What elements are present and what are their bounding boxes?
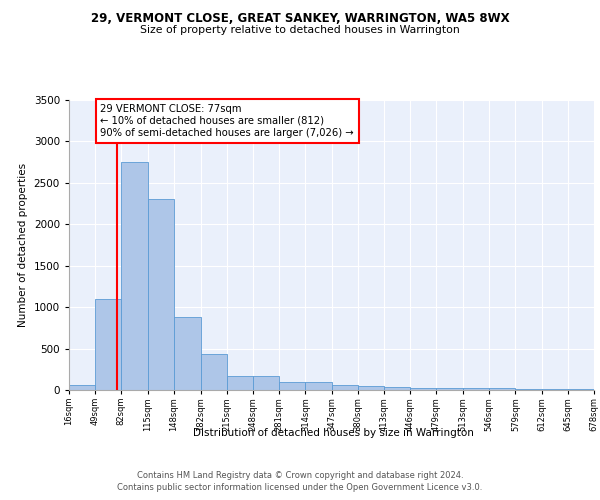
Bar (305, 382, 331, 390)
Bar (490, 388, 515, 390)
Bar (331, 385, 358, 390)
Bar (227, 376, 253, 390)
Bar (253, 376, 279, 390)
Text: 29, VERMONT CLOSE, GREAT SANKEY, WARRINGTON, WA5 8WX: 29, VERMONT CLOSE, GREAT SANKEY, WARRING… (91, 12, 509, 26)
Text: 29 VERMONT CLOSE: 77sqm
← 10% of detached houses are smaller (812)
90% of semi-d: 29 VERMONT CLOSE: 77sqm ← 10% of detache… (101, 104, 354, 138)
Bar (463, 388, 490, 390)
Bar (410, 388, 436, 390)
Bar (542, 389, 568, 390)
Bar (436, 388, 463, 390)
Text: Contains public sector information licensed under the Open Government Licence v3: Contains public sector information licen… (118, 483, 482, 492)
Bar (148, 200, 173, 390)
Text: Size of property relative to detached houses in Warrington: Size of property relative to detached ho… (140, 25, 460, 35)
Text: Contains HM Land Registry data © Crown copyright and database right 2024.: Contains HM Land Registry data © Crown c… (137, 472, 463, 480)
Bar (173, 317, 200, 390)
Bar (69, 385, 95, 390)
Bar (358, 386, 384, 390)
Bar (95, 299, 121, 390)
Bar (121, 162, 148, 390)
Bar (515, 388, 542, 390)
Text: Distribution of detached houses by size in Warrington: Distribution of detached houses by size … (193, 428, 473, 438)
Bar (279, 382, 305, 390)
Y-axis label: Number of detached properties: Number of detached properties (18, 163, 28, 327)
Bar (200, 354, 227, 390)
Bar (384, 387, 410, 390)
